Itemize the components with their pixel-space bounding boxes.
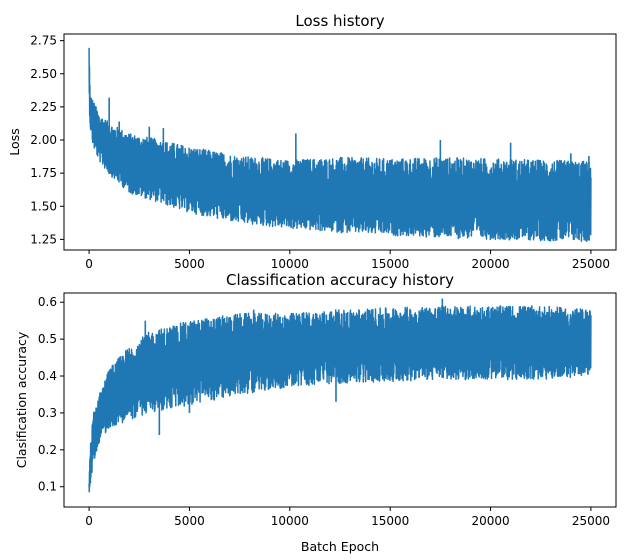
accuracy-y-axis-label: Clasification accuracy	[14, 331, 29, 468]
loss-series	[88, 47, 592, 243]
accuracy-x-tick-label: 20000	[471, 514, 509, 528]
accuracy-y-tick-label: 0.3	[38, 406, 57, 420]
loss-y-ticks: 1.25 1.50 1.75 2.00 2.25 2.50 2.75	[30, 34, 64, 246]
loss-series-line	[88, 47, 592, 243]
loss-x-tick-label: 15000	[371, 257, 409, 271]
loss-y-tick-label: 1.75	[30, 166, 57, 180]
loss-x-tick-label: 25000	[572, 257, 610, 271]
accuracy-x-tick-label: 0	[85, 514, 93, 528]
loss-x-tick-label: 20000	[471, 257, 509, 271]
loss-y-tick-label: 2.25	[30, 100, 57, 114]
accuracy-x-ticks: 0 5000 10000 15000 20000 25000	[85, 507, 610, 528]
accuracy-x-tick-label: 25000	[572, 514, 610, 528]
loss-y-tick-label: 2.50	[30, 67, 57, 81]
accuracy-x-tick-label: 5000	[174, 514, 205, 528]
accuracy-x-tick-label: 10000	[271, 514, 309, 528]
accuracy-plot-frame	[63, 292, 617, 508]
loss-y-tick-label: 1.25	[30, 232, 57, 246]
accuracy-y-tick-label: 0.2	[38, 443, 57, 457]
accuracy-y-tick-label: 0.1	[38, 480, 57, 494]
accuracy-y-tick-label: 0.4	[38, 369, 57, 383]
loss-chart-title: Loss history	[295, 12, 384, 30]
loss-subplot: Loss history Loss 0 5000 10000 15000 20000 25…	[7, 12, 617, 271]
accuracy-series	[88, 298, 592, 493]
accuracy-x-tick-label: 15000	[371, 514, 409, 528]
loss-y-tick-label: 2.00	[30, 133, 57, 147]
accuracy-x-axis-label: Batch Epoch	[301, 539, 379, 554]
loss-y-axis-label: Loss	[7, 128, 22, 155]
accuracy-y-ticks: 0.1 0.2 0.3 0.4 0.5 0.6	[38, 295, 64, 494]
loss-y-tick-label: 1.50	[30, 199, 57, 213]
loss-x-tick-label: 10000	[271, 257, 309, 271]
accuracy-subplot: Classification accuracy history Clasific…	[14, 271, 617, 554]
accuracy-chart-title: Classification accuracy history	[226, 271, 454, 289]
accuracy-y-tick-label: 0.6	[38, 295, 57, 309]
loss-plot-frame	[63, 33, 617, 251]
accuracy-series-line	[88, 305, 592, 493]
accuracy-y-tick-label: 0.5	[38, 332, 57, 346]
loss-x-tick-label: 0	[85, 257, 93, 271]
loss-x-ticks: 0 5000 10000 15000 20000 25000	[85, 250, 610, 271]
loss-y-tick-label: 2.75	[30, 34, 57, 48]
loss-x-tick-label: 5000	[174, 257, 205, 271]
